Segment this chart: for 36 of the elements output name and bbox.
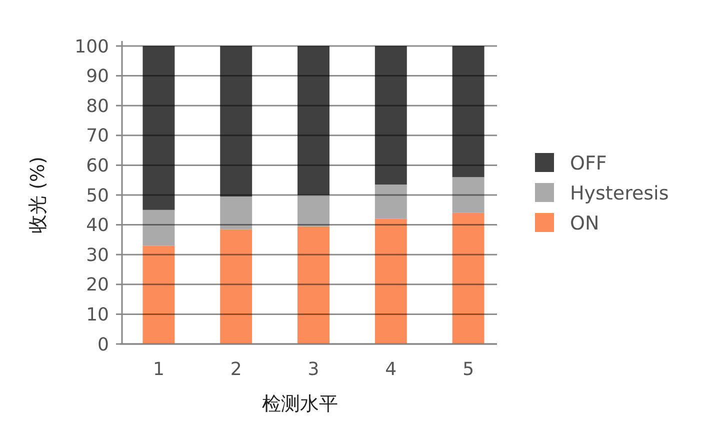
y-tick-label: 60	[86, 156, 109, 176]
bar	[220, 46, 252, 196]
legend-label: OFF	[570, 152, 607, 175]
y-tick-label: 10	[86, 304, 109, 326]
x-axis-title: 检测水平	[262, 393, 338, 415]
bar	[374, 218, 407, 344]
x-tick-label: 4	[385, 359, 397, 380]
y-tick-label: 100	[74, 36, 109, 58]
y-axis-title: 收光 (%)	[27, 156, 49, 234]
bar	[452, 212, 484, 344]
x-tick-label: 3	[308, 359, 320, 380]
bar	[142, 46, 175, 210]
y-tick-label: 30	[86, 244, 109, 266]
y-tick-label: 80	[86, 96, 109, 117]
x-tick-label: 1	[152, 359, 164, 380]
bar	[452, 46, 484, 178]
bar	[220, 196, 252, 230]
y-tick-label: 20	[86, 274, 109, 296]
y-tick-label: 70	[86, 126, 109, 147]
y-tick-label: 0	[98, 334, 109, 356]
bar	[142, 210, 175, 246]
bar	[220, 229, 252, 344]
bar	[374, 46, 407, 185]
legend-label: Hysteresis	[570, 182, 669, 205]
x-tick-label: 5	[462, 359, 474, 380]
y-tick-label: 40	[86, 215, 109, 236]
x-tick-label: 2	[230, 359, 242, 380]
bar	[298, 226, 330, 344]
bar	[452, 177, 484, 213]
bar	[374, 184, 407, 219]
bar	[142, 246, 175, 344]
bar	[298, 46, 330, 195]
y-tick-label: 50	[86, 185, 109, 206]
bar	[298, 195, 330, 226]
y-tick-label: 90	[86, 66, 109, 88]
legend-label: ON	[570, 212, 600, 235]
